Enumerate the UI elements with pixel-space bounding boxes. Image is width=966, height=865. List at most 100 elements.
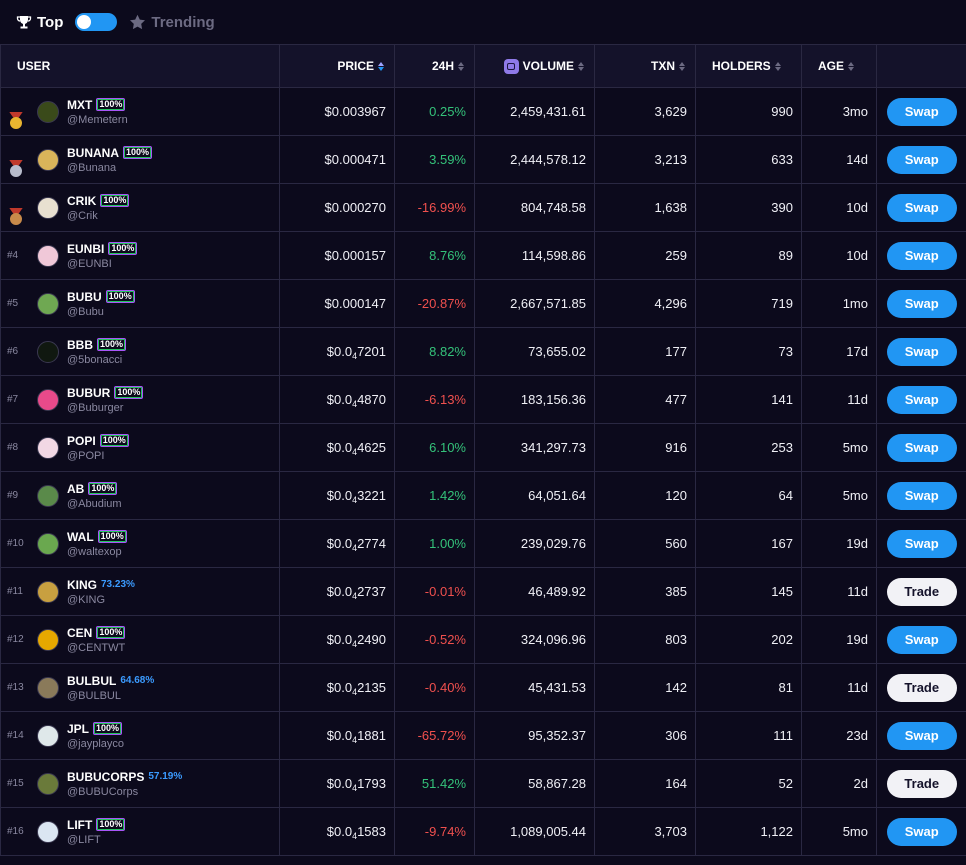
table-row[interactable]: #10 WAL 100% @waltexop $0.042774 1.00% 239,029… — [0, 519, 966, 568]
column-header-user[interactable]: USER — [0, 44, 280, 88]
table-row[interactable]: #5 BUBU 100% @Bubu $0.000147 -20.87% 2,667,571… — [0, 279, 966, 328]
progress-badge: 100% — [88, 482, 118, 495]
token-avatar — [37, 580, 59, 603]
trade-button[interactable]: Trade — [886, 577, 957, 606]
user-cell[interactable]: BUNANA 100% @Bunana — [0, 135, 280, 184]
table-row[interactable]: #8 POPI 100% @POPI $0.044625 6.10% 341,297.73 9… — [0, 423, 966, 472]
change-24h-cell: -16.99% — [394, 183, 475, 232]
table-row[interactable]: #12 CEN 100% @CENTWT $0.042490 -0.52% 324,096.… — [0, 615, 966, 664]
user-cell[interactable]: #6 BBB 100% @5bonacci — [0, 327, 280, 376]
volume-cell: 58,867.28 — [474, 759, 595, 808]
creator-handle: @BUBUCorps — [67, 785, 139, 798]
swap-button[interactable]: Swap — [886, 337, 957, 366]
table-row[interactable]: #4 EUNBI 100% @EUNBI $0.000157 8.76% 114,598.8… — [0, 231, 966, 280]
column-header-price[interactable]: PRICE — [279, 44, 395, 88]
price-cell: $0.044870 — [279, 375, 395, 424]
token-avatar — [37, 484, 59, 507]
price-cell: $0.044625 — [279, 423, 395, 472]
table-row[interactable]: #7 BUBUR 100% @Buburger $0.044870 -6.13% 183,1… — [0, 375, 966, 424]
swap-button[interactable]: Swap — [886, 625, 957, 654]
column-header-age[interactable]: AGE — [801, 44, 877, 88]
age-cell: 23d — [801, 711, 877, 760]
user-cell[interactable]: #13 BULBUL 64.68% @BULBUL — [0, 663, 280, 712]
creator-handle: @LIFT — [67, 833, 101, 846]
user-cell[interactable]: #15 BUBUCORPS 57.19% @BUBUCorps — [0, 759, 280, 808]
user-cell[interactable]: #4 EUNBI 100% @EUNBI — [0, 231, 280, 280]
table-row[interactable]: BUNANA 100% @Bunana $0.000471 3.59% 2,444,578… — [0, 135, 966, 184]
token-ticker: POPI — [67, 433, 96, 448]
table-row[interactable]: CRIK 100% @Crik $0.000270 -16.99% 804,748.58 1… — [0, 183, 966, 232]
trending-tab[interactable]: Trending — [129, 14, 215, 31]
column-header-holders[interactable]: HOLDERS — [695, 44, 802, 88]
top-tab[interactable]: Top — [16, 14, 63, 31]
holders-cell: 64 — [695, 471, 802, 520]
change-24h-cell: -0.52% — [394, 615, 475, 664]
swap-button[interactable]: Swap — [886, 529, 957, 558]
swap-button[interactable]: Swap — [886, 193, 957, 222]
trade-button[interactable]: Trade — [886, 769, 957, 798]
table-row[interactable]: #13 BULBUL 64.68% @BULBUL $0.042135 -0.40% 45,… — [0, 663, 966, 712]
user-cell[interactable]: #14 JPL 100% @jayplayco — [0, 711, 280, 760]
table-row[interactable]: #6 BBB 100% @5bonacci $0.047201 8.82% 73,655.0… — [0, 327, 966, 376]
volume-cell: 324,096.96 — [474, 615, 595, 664]
swap-button[interactable]: Swap — [886, 241, 957, 270]
user-cell[interactable]: #9 AB 100% @Abudium — [0, 471, 280, 520]
age-cell: 19d — [801, 519, 877, 568]
table-row[interactable]: #16 LIFT 100% @LIFT $0.041583 -9.74% 1,089,005… — [0, 807, 966, 856]
bonding-progress: 57.19% — [148, 771, 183, 782]
top-trending-toggle[interactable] — [75, 13, 118, 31]
user-cell[interactable]: #16 LIFT 100% @LIFT — [0, 807, 280, 856]
table-row[interactable]: #15 BUBUCORPS 57.19% @BUBUCorps $0.041793 51.… — [0, 759, 966, 808]
user-cell[interactable]: MXT 100% @Memetern — [0, 87, 280, 136]
swap-button[interactable]: Swap — [886, 721, 957, 750]
user-cell[interactable]: #12 CEN 100% @CENTWT — [0, 615, 280, 664]
table-row[interactable]: #9 AB 100% @Abudium $0.043221 1.42% 64,051.64 1… — [0, 471, 966, 520]
user-cell[interactable]: #8 POPI 100% @POPI — [0, 423, 280, 472]
table-row[interactable]: #14 JPL 100% @jayplayco $0.041881 -65.72% 95,3… — [0, 711, 966, 760]
progress-badge: 100% — [99, 434, 129, 447]
table-row[interactable]: MXT 100% @Memetern $0.003967 0.25% 2,459,431.… — [0, 87, 966, 136]
progress-badge: 100% — [105, 290, 135, 303]
age-cell: 11d — [801, 663, 877, 712]
holders-cell: 145 — [695, 567, 802, 616]
user-cell[interactable]: #11 KING 73.23% @KING — [0, 567, 280, 616]
volume-cell: 2,667,571.85 — [474, 279, 595, 328]
sort-arrows-icon — [458, 61, 464, 71]
holders-cell: 111 — [695, 711, 802, 760]
token-avatar — [37, 100, 59, 123]
table-row[interactable]: #11 KING 73.23% @KING $0.042737 -0.01% 46,489.… — [0, 567, 966, 616]
user-cell[interactable]: #7 BUBUR 100% @Buburger — [0, 375, 280, 424]
user-cell[interactable]: #5 BUBU 100% @Bubu — [0, 279, 280, 328]
txn-cell: 477 — [594, 375, 696, 424]
token-avatar — [37, 724, 59, 747]
age-cell: 10d — [801, 183, 877, 232]
token-ticker: BULBUL — [67, 673, 117, 688]
action-cell: Swap — [876, 711, 966, 760]
action-cell: Swap — [876, 519, 966, 568]
token-avatar — [37, 340, 59, 363]
age-cell: 11d — [801, 567, 877, 616]
txn-cell: 259 — [594, 231, 696, 280]
column-header-txn[interactable]: TXN — [594, 44, 696, 88]
swap-button[interactable]: Swap — [886, 481, 957, 510]
column-header-24h[interactable]: 24H — [394, 44, 475, 88]
leaderboard-filter-bar: Top Trending — [0, 0, 966, 44]
user-cell[interactable]: #10 WAL 100% @waltexop — [0, 519, 280, 568]
column-header-volume[interactable]: VOLUME — [474, 44, 595, 88]
swap-button[interactable]: Swap — [886, 145, 957, 174]
user-cell[interactable]: CRIK 100% @Crik — [0, 183, 280, 232]
trade-button[interactable]: Trade — [886, 673, 957, 702]
top-label: Top — [37, 13, 64, 31]
swap-button[interactable]: Swap — [886, 817, 957, 846]
rank-number: #6 — [7, 346, 19, 357]
swap-button[interactable]: Swap — [886, 433, 957, 462]
holders-cell: 253 — [695, 423, 802, 472]
swap-button[interactable]: Swap — [886, 97, 957, 126]
token-avatar — [37, 436, 59, 459]
rank-number: #11 — [7, 586, 23, 597]
progress-badge: 100% — [93, 722, 123, 735]
action-cell: Trade — [876, 759, 966, 808]
rank-number: #5 — [7, 298, 19, 309]
swap-button[interactable]: Swap — [886, 385, 957, 414]
swap-button[interactable]: Swap — [886, 289, 957, 318]
